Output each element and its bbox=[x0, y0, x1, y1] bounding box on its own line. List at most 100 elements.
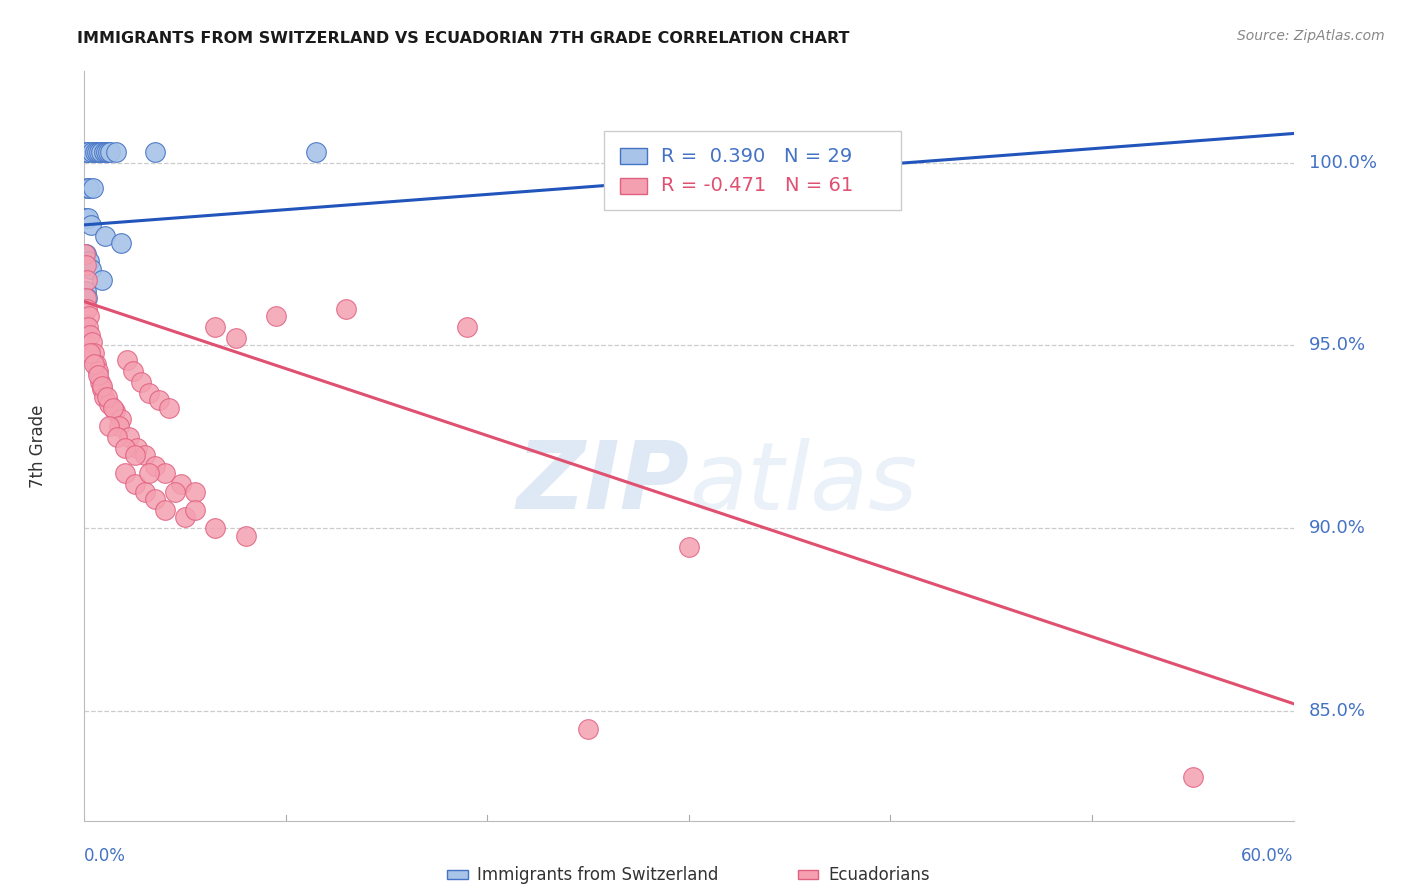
Text: Ecuadorians: Ecuadorians bbox=[828, 865, 929, 884]
Point bbox=[76, 181, 98, 195]
Point bbox=[1181, 770, 1204, 784]
Text: ZIP: ZIP bbox=[516, 437, 689, 530]
Point bbox=[89, 145, 111, 159]
Point bbox=[576, 723, 599, 737]
Point bbox=[114, 467, 136, 481]
Point bbox=[157, 401, 180, 415]
Point bbox=[97, 397, 120, 411]
Point bbox=[75, 258, 97, 272]
Point bbox=[76, 273, 98, 287]
Text: 85.0%: 85.0% bbox=[1309, 702, 1367, 720]
Point bbox=[118, 430, 141, 444]
Point bbox=[75, 247, 97, 261]
Point bbox=[138, 386, 160, 401]
Point bbox=[75, 317, 97, 331]
Point bbox=[91, 273, 114, 287]
Point bbox=[77, 254, 100, 268]
Text: atlas: atlas bbox=[689, 438, 917, 529]
Point bbox=[110, 411, 132, 425]
Point bbox=[77, 211, 100, 225]
Point bbox=[121, 364, 143, 378]
Point bbox=[96, 145, 118, 159]
Point bbox=[80, 261, 103, 276]
FancyBboxPatch shape bbox=[447, 870, 468, 880]
Point bbox=[91, 382, 114, 396]
Point bbox=[101, 401, 124, 415]
Point bbox=[84, 357, 107, 371]
Point bbox=[83, 346, 105, 360]
Point bbox=[79, 346, 101, 360]
Point bbox=[75, 145, 97, 159]
Point bbox=[75, 247, 97, 261]
Point bbox=[114, 441, 136, 455]
Point bbox=[93, 390, 115, 404]
Point bbox=[84, 145, 107, 159]
Point bbox=[77, 145, 100, 159]
Point bbox=[98, 145, 121, 159]
Text: 0.0%: 0.0% bbox=[84, 847, 127, 865]
Point bbox=[148, 393, 170, 408]
Point bbox=[456, 320, 478, 334]
Point bbox=[93, 145, 115, 159]
Point bbox=[174, 510, 197, 524]
Point bbox=[75, 284, 97, 298]
Point bbox=[104, 404, 127, 418]
Point bbox=[80, 218, 103, 232]
Point bbox=[129, 375, 152, 389]
Text: Source: ZipAtlas.com: Source: ZipAtlas.com bbox=[1237, 29, 1385, 44]
Text: 90.0%: 90.0% bbox=[1309, 519, 1367, 537]
Point bbox=[77, 310, 100, 324]
Text: 7th Grade: 7th Grade bbox=[30, 404, 48, 488]
Point bbox=[124, 477, 146, 491]
Point bbox=[335, 301, 357, 316]
Point bbox=[153, 467, 176, 481]
Point bbox=[83, 357, 105, 371]
Text: 95.0%: 95.0% bbox=[1309, 336, 1367, 354]
FancyBboxPatch shape bbox=[620, 148, 647, 164]
Point bbox=[110, 236, 132, 251]
Text: 60.0%: 60.0% bbox=[1241, 847, 1294, 865]
Point bbox=[225, 331, 247, 345]
Point bbox=[93, 228, 115, 243]
Point bbox=[105, 430, 128, 444]
Point bbox=[204, 521, 226, 535]
Point bbox=[82, 181, 104, 195]
Point bbox=[104, 145, 127, 159]
Point bbox=[91, 378, 114, 392]
Point bbox=[96, 390, 118, 404]
Point bbox=[124, 448, 146, 462]
Point bbox=[82, 145, 104, 159]
Point bbox=[134, 448, 156, 462]
Point bbox=[134, 484, 156, 499]
Point bbox=[138, 467, 160, 481]
FancyBboxPatch shape bbox=[605, 131, 901, 210]
Point bbox=[204, 320, 226, 334]
Text: IMMIGRANTS FROM SWITZERLAND VS ECUADORIAN 7TH GRADE CORRELATION CHART: IMMIGRANTS FROM SWITZERLAND VS ECUADORIA… bbox=[77, 31, 849, 46]
Text: 100.0%: 100.0% bbox=[1309, 153, 1378, 172]
FancyBboxPatch shape bbox=[797, 870, 818, 880]
Text: R = -0.471   N = 61: R = -0.471 N = 61 bbox=[661, 177, 853, 195]
Text: Immigrants from Switzerland: Immigrants from Switzerland bbox=[478, 865, 718, 884]
Point bbox=[76, 301, 98, 316]
Point bbox=[115, 353, 138, 368]
Point bbox=[87, 368, 110, 382]
Point bbox=[184, 503, 207, 517]
Point bbox=[165, 484, 187, 499]
Point bbox=[80, 334, 103, 349]
Point bbox=[89, 375, 111, 389]
Point bbox=[90, 145, 112, 159]
Point bbox=[264, 310, 287, 324]
Point bbox=[143, 145, 166, 159]
Point bbox=[77, 320, 100, 334]
Point bbox=[79, 181, 101, 195]
Point bbox=[678, 540, 700, 554]
Point bbox=[75, 211, 97, 225]
Point bbox=[125, 441, 148, 455]
Point bbox=[143, 459, 166, 474]
FancyBboxPatch shape bbox=[620, 178, 647, 194]
Point bbox=[170, 477, 193, 491]
Point bbox=[79, 327, 101, 342]
Point bbox=[235, 528, 257, 542]
Point bbox=[143, 491, 166, 506]
Point bbox=[153, 503, 176, 517]
